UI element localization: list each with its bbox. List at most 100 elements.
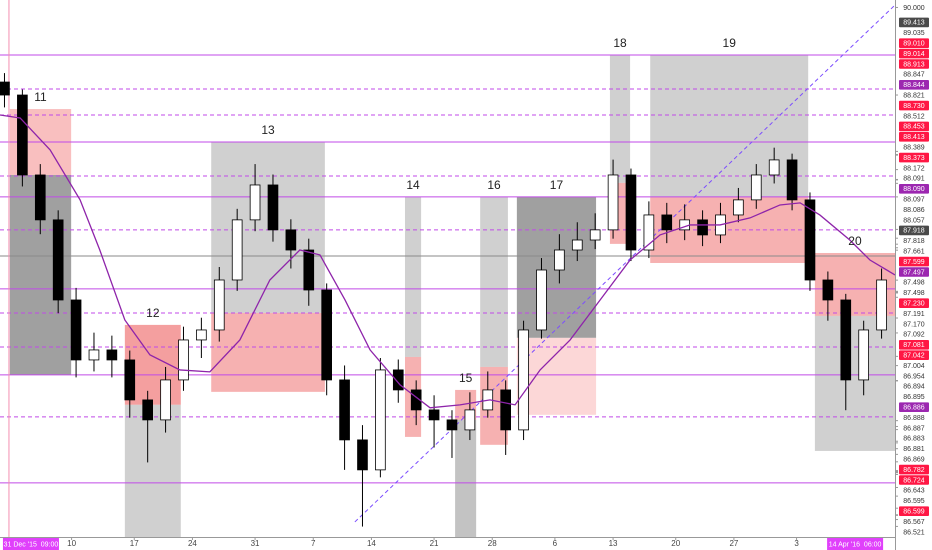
moving-average	[0, 114, 896, 409]
candle-body	[697, 219, 708, 236]
zone-label: 15	[459, 371, 473, 385]
candle-body	[733, 199, 744, 216]
y-tick-label: 88.091	[903, 176, 925, 183]
y-tick-bg	[899, 329, 929, 340]
y-tick-bg	[899, 38, 929, 48]
y-tick-bg	[899, 423, 929, 433]
candle-body	[34, 174, 46, 221]
y-tick-bg	[899, 454, 929, 464]
candle-body	[52, 219, 64, 301]
candle-body	[571, 239, 583, 251]
y-tick-bg	[899, 350, 929, 360]
zone-label: 19	[723, 36, 737, 50]
candle-body	[392, 369, 404, 391]
y-tick-label: 88.730	[903, 103, 925, 110]
trend-line	[354, 4, 896, 523]
y-tick-bg	[899, 267, 929, 277]
candle-body	[213, 279, 225, 331]
crosshair-label: 14 Apr '16 06:00	[829, 541, 882, 548]
candle-body	[643, 214, 655, 251]
y-tick-label: 88.453	[903, 124, 925, 131]
x-tick-label: 3	[794, 539, 799, 548]
y-tick-label: 87.170	[903, 321, 925, 328]
y-tick-label: 89.014	[903, 51, 925, 58]
y-tick-label: 86.869	[903, 457, 925, 464]
candle-body	[410, 389, 422, 411]
candle-body	[196, 329, 207, 341]
y-tick-label: 86.782	[903, 467, 925, 474]
y-tick-label: 86.595	[903, 498, 925, 505]
candle-body	[536, 269, 547, 331]
y-tick-bg	[899, 100, 929, 111]
candle-body	[249, 184, 261, 221]
x-tick-label: 6	[553, 539, 558, 548]
y-tick-label: 86.887	[903, 425, 925, 432]
y-tick-label: 88.821	[903, 93, 925, 100]
y-tick-label: 88.097	[903, 197, 925, 204]
crosshair-label: 31 Dec '15 09:00	[4, 541, 59, 548]
candle-body	[554, 249, 565, 271]
candle-body	[876, 279, 887, 331]
y-tick-label: 87.818	[903, 238, 925, 245]
y-tick-label: 88.172	[903, 165, 925, 172]
y-tick-label: 87.599	[903, 259, 925, 266]
y-tick-bg	[899, 308, 929, 319]
zone-label: 17	[550, 178, 564, 192]
candle-body	[285, 229, 297, 251]
y-tick-label: 87.661	[903, 249, 925, 256]
y-tick-bg	[899, 392, 929, 402]
candle-body	[625, 174, 637, 251]
y-tick-bg	[899, 340, 929, 350]
candle-body	[518, 329, 529, 431]
y-tick-bg	[899, 402, 929, 412]
candle-body	[661, 214, 673, 231]
zone-label: 16	[487, 178, 501, 192]
y-tick-label: 86.567	[903, 519, 925, 526]
zone-label: 12	[146, 306, 160, 320]
y-tick-label: 87.497	[903, 269, 925, 276]
y-tick-label: 88.913	[903, 61, 925, 68]
candle-body	[607, 174, 619, 231]
zone-label: 18	[613, 36, 627, 50]
y-tick-bg	[899, 17, 929, 28]
y-tick-bg	[899, 496, 929, 506]
y-tick-bg	[899, 2, 929, 13]
candle-body	[160, 379, 171, 421]
y-tick-bg	[899, 152, 929, 163]
x-tick-label: 27	[729, 539, 738, 548]
x-tick-label: 24	[188, 539, 197, 548]
y-tick-label: 86.883	[903, 436, 925, 443]
candle-body	[858, 329, 869, 381]
y-tick-label: 87.081	[903, 342, 925, 349]
candle-body	[840, 299, 852, 381]
x-tick-label: 10	[67, 539, 76, 548]
y-tick-bg	[899, 277, 929, 288]
candle-body	[428, 409, 440, 421]
zone-label: 20	[848, 234, 862, 248]
candle-body	[750, 174, 762, 201]
y-tick-label: 88.389	[903, 145, 925, 152]
zone-band	[455, 419, 477, 537]
crosshair-box	[827, 538, 884, 550]
y-tick-bg	[899, 69, 929, 80]
y-tick-bg	[899, 256, 929, 267]
y-tick-bg	[899, 360, 929, 371]
candle-body	[178, 339, 189, 381]
y-tick-label: 89.035	[903, 30, 925, 37]
candle-body	[357, 439, 368, 471]
y-tick-bg	[899, 194, 929, 204]
zone-band	[211, 312, 325, 392]
candle-body	[339, 379, 350, 441]
y-tick-bg	[899, 59, 929, 69]
y-tick-bg	[899, 246, 929, 256]
y-tick-label: 86.881	[903, 446, 925, 453]
y-tick-bg	[899, 80, 929, 90]
y-tick-label: 86.954	[903, 373, 925, 380]
candle-body	[500, 389, 511, 431]
y-tick-bg	[899, 111, 929, 121]
candle-body	[267, 184, 279, 231]
y-tick-bg	[899, 163, 929, 173]
y-tick-label: 86.599	[903, 509, 925, 516]
y-tick-label: 88.847	[903, 72, 925, 79]
zone-band	[404, 196, 422, 357]
